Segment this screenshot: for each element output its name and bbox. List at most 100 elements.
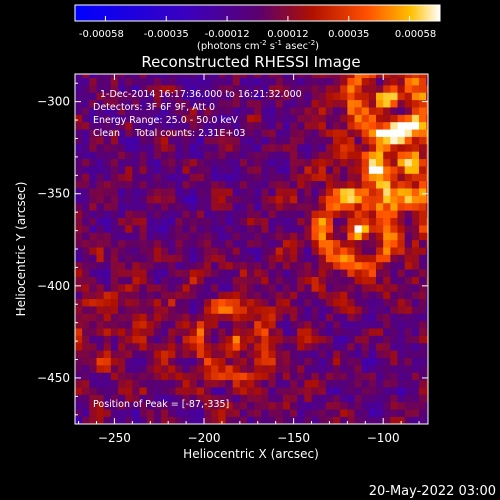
y-tick-label: −300 [37,95,70,109]
heatmap-cell [96,379,104,388]
heatmap-cell [153,180,162,189]
heatmap-cell [311,247,319,255]
heatmap-cell [118,416,126,424]
heatmap-cell [333,350,341,358]
heatmap-cell [419,121,427,130]
heatmap-cell [254,409,262,417]
heatmap-cell [397,107,406,115]
heatmap-cell [132,99,140,108]
heatmap-cell [153,202,162,211]
heatmap-cell [390,151,398,160]
heatmap-cell [139,342,147,351]
heatmap-cell [390,357,398,366]
heatmap-cell [75,342,83,351]
heatmap-cell [239,151,248,160]
heatmap-cell [275,335,284,344]
heatmap-cell [132,394,140,403]
heatmap-cell [297,328,305,336]
heatmap-cell [354,180,362,189]
heatmap-cell [75,276,83,285]
heatmap-cell [426,85,428,93]
heatmap-cell [268,202,276,211]
heatmap-cell [268,357,276,366]
heatmap-cell [304,188,312,196]
heatmap-cell [419,225,427,233]
heatmap-cell [340,151,348,160]
heatmap-cell [153,210,162,218]
heatmap-cell [239,328,248,336]
heatmap-cell [333,313,341,322]
heatmap-cell [82,313,90,322]
heatmap-cell [118,77,126,86]
heatmap-cell [218,232,226,241]
heatmap-cell [347,158,355,167]
heatmap-cell [89,166,97,174]
heatmap-cell [304,350,312,358]
heatmap-cell [390,387,398,395]
heatmap-cell [132,151,140,160]
heatmap-cell [304,254,312,263]
heatmap-cell [397,77,406,86]
heatmap-cell [182,276,190,285]
heatmap-cell [232,254,241,263]
heatmap-cell [290,409,298,417]
heatmap-cell [411,92,420,101]
heatmap-cell [325,188,334,196]
heatmap-cell [110,298,119,307]
heatmap-cell [96,129,104,137]
heatmap-cell [397,372,406,381]
heatmap-cell [419,173,427,182]
heatmap-cell [189,276,198,285]
heatmap-cell [347,269,355,277]
heatmap-cell [426,387,428,395]
heatmap-cell [196,188,205,196]
heatmap-cell [247,151,255,160]
heatmap-cell [419,158,427,167]
heatmap-cell [383,379,391,388]
heatmap-cell [132,217,140,226]
heatmap-cell [125,151,133,160]
heatmap-cell [218,136,226,145]
heatmap-cell [175,114,183,123]
heatmap-cell [247,129,255,137]
heatmap-cell [118,306,126,314]
heatmap-cell [397,284,406,292]
heatmap-cell [110,217,119,226]
heatmap-cell [411,365,420,373]
heatmap-cell [182,320,190,329]
heatmap-cell [426,247,428,255]
heatmap-cell [318,121,327,130]
heatmap-cell [204,254,212,263]
heatmap-cell [103,107,112,115]
heatmap-cell [304,269,312,277]
heatmap-cell [340,335,348,344]
heatmap-cell [297,151,305,160]
heatmap-cell [211,195,219,204]
heatmap-cell [225,121,233,130]
heatmap-cell [261,225,269,233]
heatmap-cell [333,114,341,123]
heatmap-cell [118,284,126,292]
heatmap-cell [110,202,119,211]
heatmap-cell [82,121,90,130]
heatmap-cell [96,401,104,410]
heatmap-cell [182,239,190,248]
heatmap-cell [175,313,183,322]
heatmap-cell [103,416,112,424]
heatmap-cell [161,129,169,137]
heatmap-cell [361,320,370,329]
heatmap-cell [161,195,169,204]
heatmap-cell [132,129,140,137]
heatmap-cell [254,151,262,160]
heatmap-cell [347,335,355,344]
heatmap-cell [125,99,133,108]
heatmap-cell [325,92,334,101]
heatmap-cell [204,365,212,373]
heatmap-cell [333,298,341,307]
heatmap-cell [110,291,119,300]
heatmap-cell [411,342,420,351]
heatmap-cell [268,180,276,189]
heatmap-cell [261,92,269,101]
heatmap-cell [204,320,212,329]
heatmap-cell [275,394,284,403]
